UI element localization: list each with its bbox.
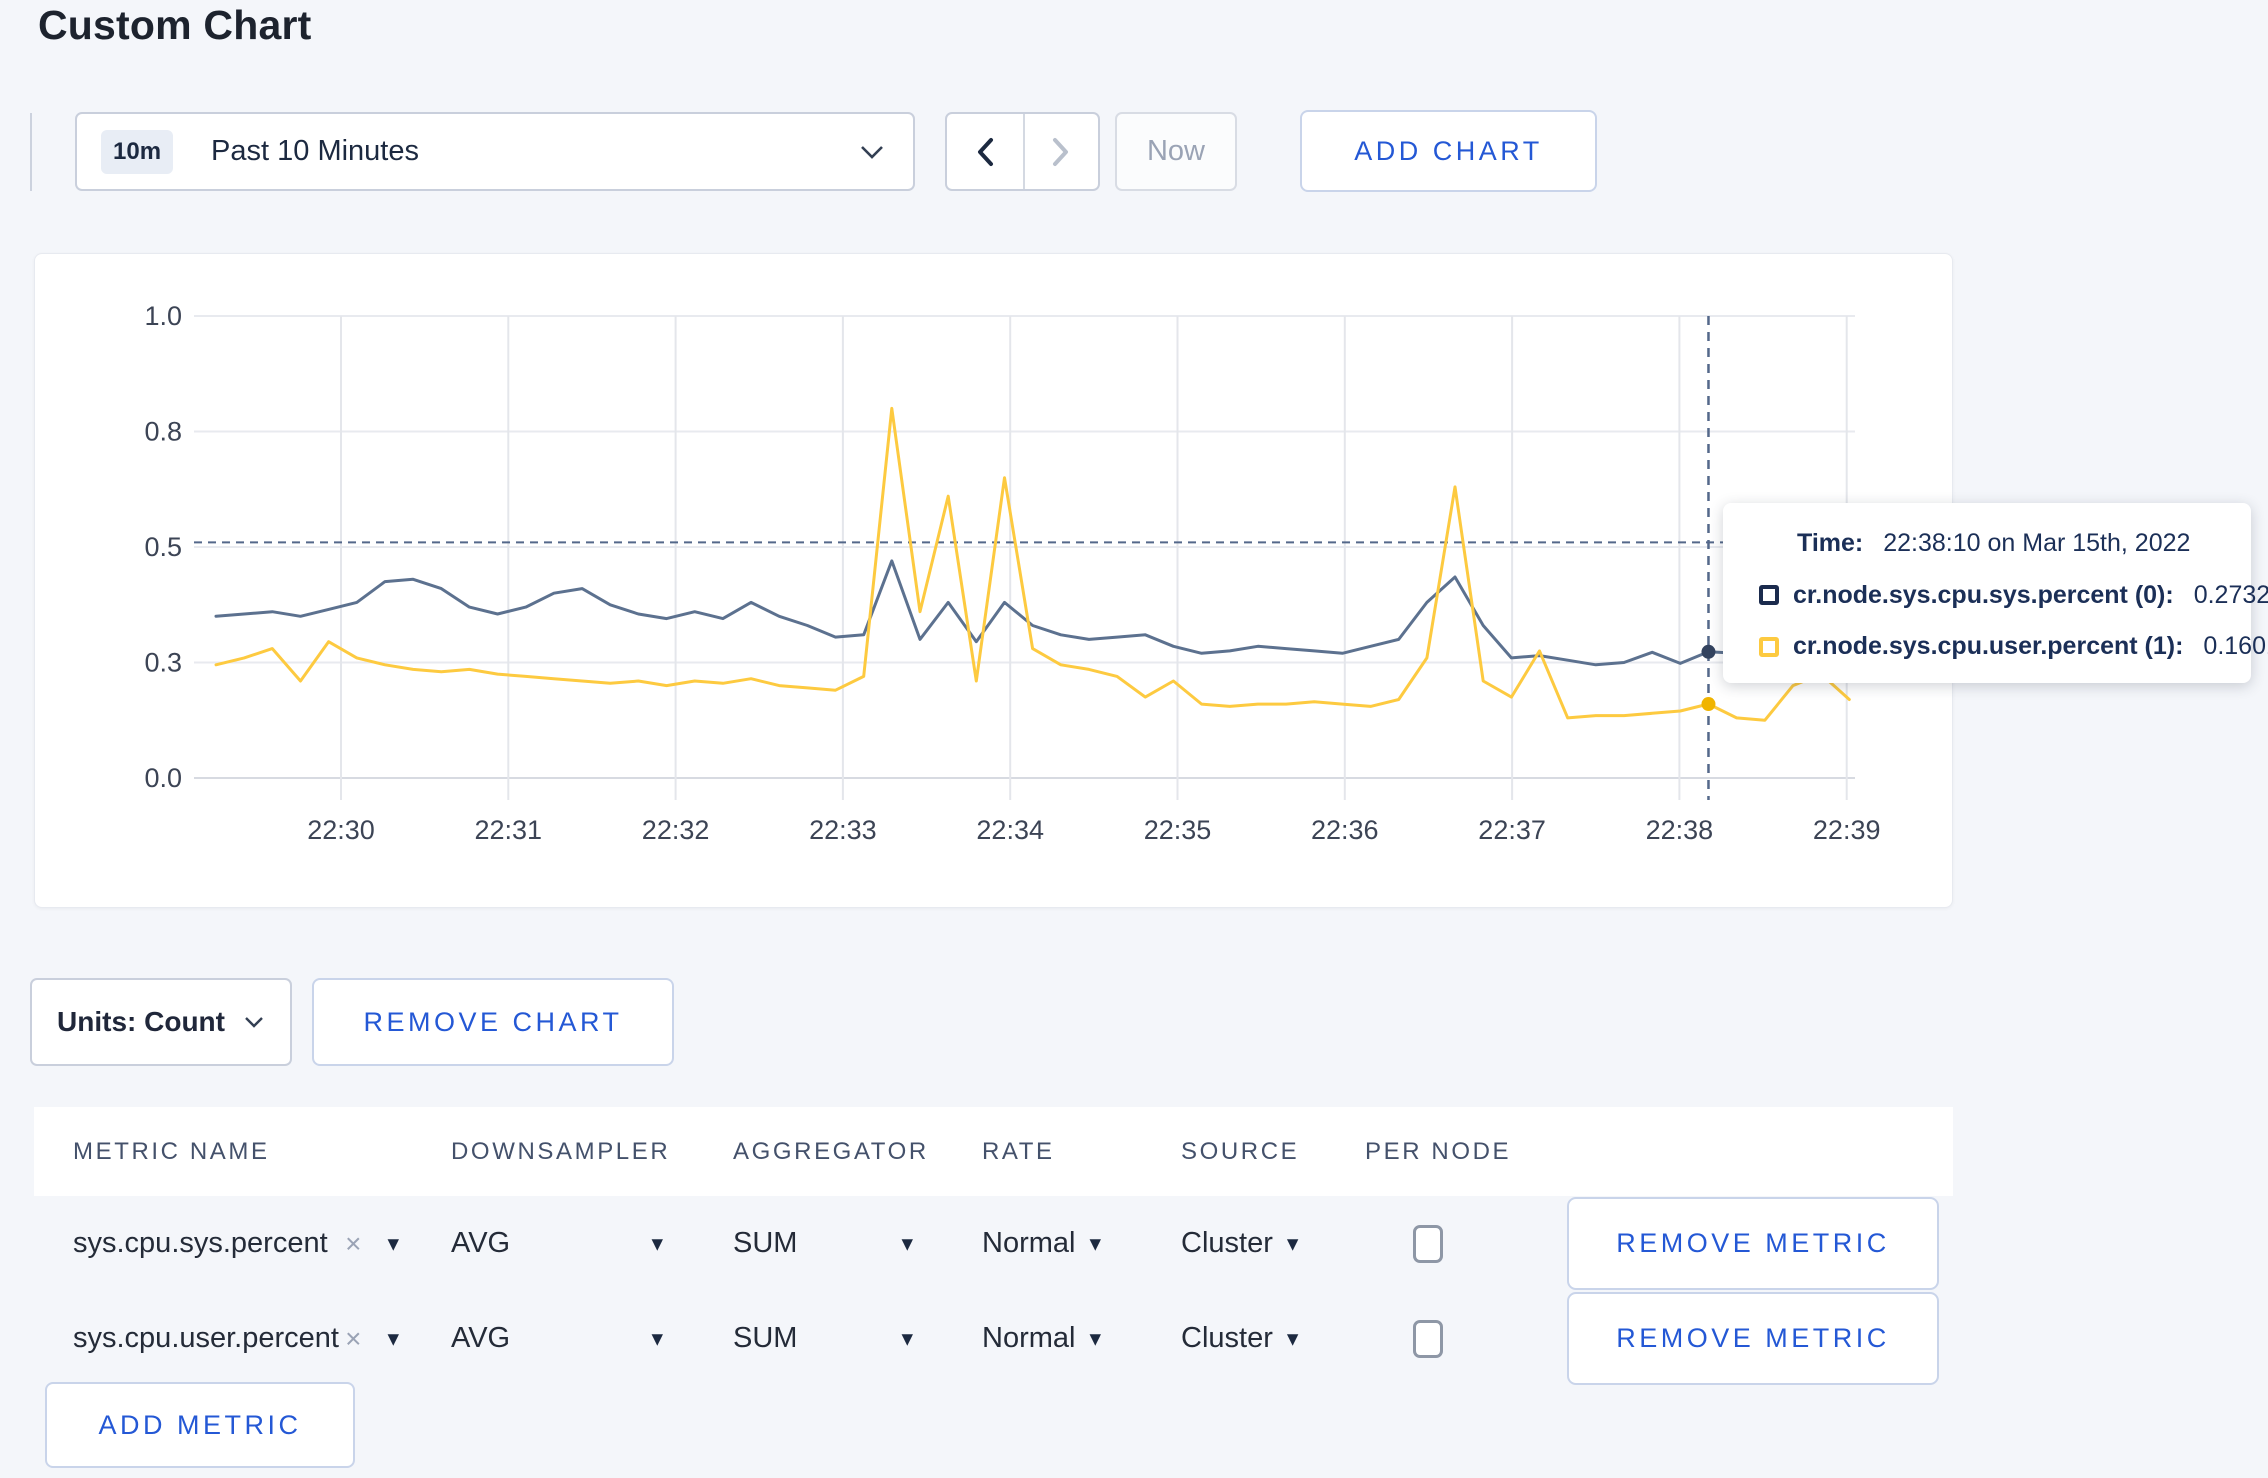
per-node-checkbox[interactable] xyxy=(1412,1319,1443,1358)
tooltip-series-label: cr.node.sys.cpu.user.percent (1): xyxy=(1793,632,2184,660)
aggregator-select[interactable]: SUM ▾ xyxy=(733,1322,949,1355)
crosshair-dot-0 xyxy=(1701,644,1716,659)
source-select[interactable]: Cluster ▾ xyxy=(1181,1322,1365,1355)
dropdown-caret-icon: ▾ xyxy=(651,1230,663,1256)
column-header-downsampler: DOWNSAMPLER xyxy=(451,1137,671,1165)
source-value: Cluster xyxy=(1181,1227,1273,1259)
rate-select[interactable]: Normal ▾ xyxy=(982,1227,1181,1260)
time-back-button[interactable] xyxy=(947,114,1023,189)
tooltip-series-row: cr.node.sys.cpu.user.percent (1): 0.1601 xyxy=(1759,632,2268,661)
column-header-source: SOURCE xyxy=(1181,1137,1300,1165)
x-tick-label: 22:33 xyxy=(809,815,877,845)
time-forward-button[interactable] xyxy=(1022,114,1099,189)
toolbar-divider xyxy=(30,113,32,191)
tooltip-series-label: cr.node.sys.cpu.sys.percent (0): xyxy=(1793,580,2174,609)
units-label: Units: Count xyxy=(57,1006,225,1037)
page-title: Custom Chart xyxy=(38,2,312,48)
chevron-down-icon xyxy=(243,1015,265,1029)
chart-tooltip: Time: 22:38:10 on Mar 15th, 2022 cr.node… xyxy=(1723,503,2268,683)
dropdown-caret-icon: ▾ xyxy=(901,1325,913,1351)
metric-table-row: sys.cpu.user.percent × ▾ AVG ▾ SUM ▾ Normal ▾ Clu… xyxy=(34,1291,1953,1386)
x-tick-label: 22:32 xyxy=(642,815,710,845)
downsampler-select[interactable]: AVG ▾ xyxy=(451,1227,703,1260)
rate-value: Normal xyxy=(982,1322,1076,1354)
tooltip-series-value: 0.1601 xyxy=(2203,632,2268,660)
x-tick-label: 22:31 xyxy=(475,815,543,845)
tooltip-series-row: cr.node.sys.cpu.sys.percent (0): 0.2732 xyxy=(1759,580,2268,610)
time-range-badge: 10m xyxy=(101,129,174,174)
downsampler-select[interactable]: AVG ▾ xyxy=(451,1322,703,1355)
chart-card: 0.0 0.3 0.5 0.8 1.0 22:30 22:31 22:32 22:33 22:34… xyxy=(34,253,1953,908)
rate-value: Normal xyxy=(982,1227,1076,1259)
add-metric-button[interactable]: ADD METRIC xyxy=(45,1382,355,1468)
dropdown-caret-icon: ▾ xyxy=(387,1230,399,1256)
downsampler-value: AVG xyxy=(451,1227,511,1259)
tooltip-time-label: Time: xyxy=(1797,529,1864,557)
y-tick-label: 0.0 xyxy=(144,763,182,793)
units-select[interactable]: Units: Count xyxy=(30,978,292,1066)
series-line-0 xyxy=(214,559,1851,667)
clear-metric-icon[interactable]: × xyxy=(345,1227,362,1259)
aggregator-value: SUM xyxy=(733,1322,798,1354)
x-tick-label: 22:34 xyxy=(976,815,1044,845)
x-tick-label: 22:30 xyxy=(307,815,375,845)
tooltip-time-row: Time: 22:38:10 on Mar 15th, 2022 xyxy=(1759,529,2221,558)
y-tick-label: 0.5 xyxy=(144,532,182,562)
dropdown-caret-icon: ▾ xyxy=(901,1230,913,1256)
y-tick-label: 0.3 xyxy=(144,648,182,678)
crosshair-dot-1 xyxy=(1701,697,1716,712)
chevron-left-icon xyxy=(977,137,993,166)
source-select[interactable]: Cluster ▾ xyxy=(1181,1227,1365,1260)
metrics-table-header: METRIC NAME DOWNSAMPLER AGGREGATOR RATE SOUR… xyxy=(34,1107,1953,1196)
x-tick-label: 22:36 xyxy=(1311,815,1379,845)
column-header-aggregator: AGGREGATOR xyxy=(733,1137,929,1165)
timeseries-chart[interactable]: 0.0 0.3 0.5 0.8 1.0 22:30 22:31 22:32 22:33 22:34… xyxy=(35,254,1954,909)
remove-chart-button[interactable]: REMOVE CHART xyxy=(312,978,674,1066)
add-chart-button[interactable]: ADD CHART xyxy=(1300,110,1597,192)
remove-metric-button[interactable]: REMOVE METRIC xyxy=(1567,1197,1939,1290)
x-tick-label: 22:38 xyxy=(1646,815,1714,845)
column-header-per-node: PER NODE xyxy=(1365,1137,1512,1165)
x-tick-label: 22:39 xyxy=(1813,815,1881,845)
metric-name-select[interactable]: sys.cpu.user.percent × ▾ xyxy=(73,1322,413,1355)
dropdown-caret-icon: ▾ xyxy=(651,1325,663,1351)
series-swatch-icon xyxy=(1759,585,1779,605)
metric-table-row: sys.cpu.sys.percent × ▾ AVG ▾ SUM ▾ Normal ▾ Clus… xyxy=(34,1196,1953,1291)
y-tick-label: 1.0 xyxy=(144,301,182,331)
tooltip-series-value: 0.2732 xyxy=(2193,580,2268,609)
y-tick-label: 0.8 xyxy=(144,417,182,447)
dropdown-caret-icon: ▾ xyxy=(1089,1230,1102,1256)
remove-metric-button[interactable]: REMOVE METRIC xyxy=(1567,1292,1939,1385)
per-node-checkbox[interactable] xyxy=(1412,1224,1443,1263)
metric-name-select[interactable]: sys.cpu.sys.percent × ▾ xyxy=(73,1227,413,1260)
x-tick-label: 22:35 xyxy=(1144,815,1212,845)
now-button[interactable]: Now xyxy=(1115,112,1237,191)
downsampler-value: AVG xyxy=(451,1322,511,1354)
clear-metric-icon[interactable]: × xyxy=(345,1322,362,1354)
column-header-metric-name: METRIC NAME xyxy=(73,1137,270,1165)
x-tick-label: 22:37 xyxy=(1478,815,1546,845)
time-range-label: Past 10 Minutes xyxy=(211,135,419,167)
column-header-rate: RATE xyxy=(982,1137,1055,1165)
chevron-down-icon xyxy=(859,144,885,160)
aggregator-value: SUM xyxy=(733,1227,798,1259)
aggregator-select[interactable]: SUM ▾ xyxy=(733,1227,949,1260)
rate-select[interactable]: Normal ▾ xyxy=(982,1322,1181,1355)
metric-name-value: sys.cpu.user.percent xyxy=(73,1322,339,1354)
tooltip-time-value: 22:38:10 on Mar 15th, 2022 xyxy=(1883,529,2191,557)
dropdown-caret-icon: ▾ xyxy=(387,1325,399,1351)
time-range-select[interactable]: 10m Past 10 Minutes xyxy=(75,112,915,191)
chevron-right-icon xyxy=(1053,137,1069,166)
series-line-1 xyxy=(214,406,1851,722)
time-nav-arrows xyxy=(945,112,1100,191)
dropdown-caret-icon: ▾ xyxy=(1089,1325,1102,1351)
dropdown-caret-icon: ▾ xyxy=(1286,1230,1299,1256)
dropdown-caret-icon: ▾ xyxy=(1286,1325,1299,1351)
metric-name-value: sys.cpu.sys.percent xyxy=(73,1227,328,1259)
source-value: Cluster xyxy=(1181,1322,1273,1354)
series-swatch-icon xyxy=(1759,636,1779,657)
